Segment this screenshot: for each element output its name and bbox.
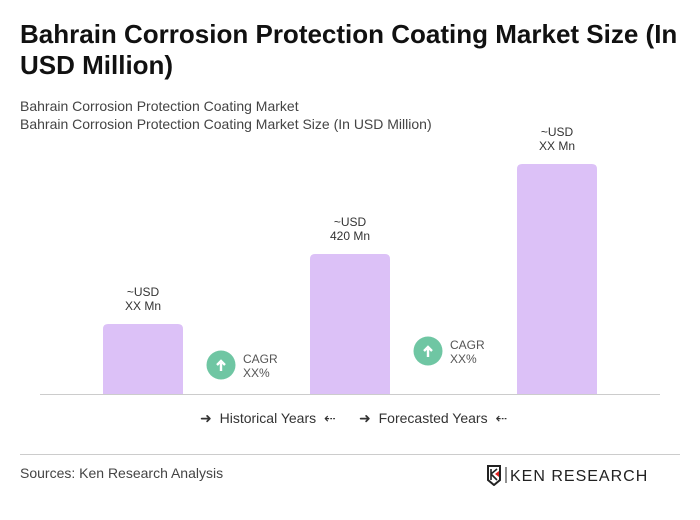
legend-historical: ➜ Historical Years ⇠	[200, 410, 336, 426]
bar	[310, 254, 390, 394]
sources: Sources: Ken Research Analysis	[20, 465, 224, 481]
data-label: ~USD	[541, 125, 574, 139]
chart-subtitle: Bahrain Corrosion Protection Coating Mar…	[20, 98, 299, 114]
cagr-value: XX%	[243, 366, 270, 380]
arrow-left-icon: ⇠	[324, 410, 336, 426]
arrow-right-icon: ➜	[359, 410, 371, 426]
arrow-right-icon: ➜	[200, 410, 212, 426]
cagr-label: CAGR	[450, 338, 485, 352]
bar	[103, 324, 183, 394]
divider	[20, 454, 680, 455]
data-label: XX Mn	[539, 139, 575, 153]
legend-forecasted: ➜ Forecasted Years ⇠	[359, 410, 508, 426]
cagr-value: XX%	[450, 352, 477, 366]
cagr-label: CAGR	[243, 352, 278, 366]
data-label: XX Mn	[125, 299, 161, 313]
chart-title: Bahrain Corrosion Protection Coating Mar…	[20, 19, 678, 80]
bar	[517, 164, 597, 394]
chart-subtitle-2: Bahrain Corrosion Protection Coating Mar…	[20, 116, 432, 132]
ken-research-logo: KEN RESEARCH	[487, 465, 648, 486]
arrow-left-icon: ⇠	[495, 410, 508, 426]
data-label: 420 Mn	[330, 229, 370, 243]
data-label: ~USD	[334, 215, 367, 229]
data-label: ~USD	[127, 285, 160, 299]
svg-text:KEN RESEARCH: KEN RESEARCH	[510, 468, 648, 485]
